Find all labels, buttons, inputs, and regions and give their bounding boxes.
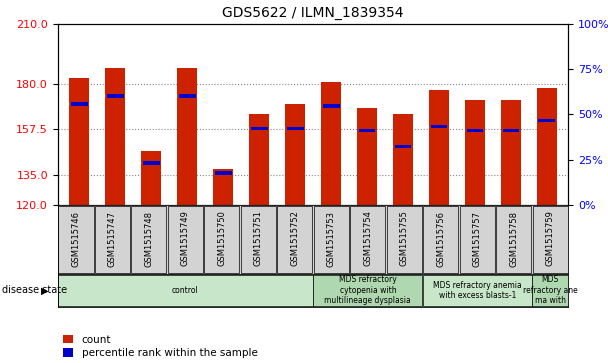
Text: ▶: ▶ (41, 285, 49, 295)
Text: MDS refractory anemia
with excess blasts-1: MDS refractory anemia with excess blasts… (433, 281, 522, 300)
Bar (168, 206, 203, 273)
Bar (539, 119, 555, 122)
Text: GSM1515757: GSM1515757 (473, 211, 482, 266)
Bar (533, 275, 568, 306)
Bar (430, 125, 447, 128)
Text: GSM1515749: GSM1515749 (181, 211, 190, 266)
Text: GSM1515758: GSM1515758 (510, 211, 518, 266)
Bar (107, 94, 123, 98)
Bar (314, 206, 349, 273)
Bar (105, 68, 125, 205)
Bar (131, 206, 167, 273)
Bar (250, 127, 268, 130)
Bar (285, 104, 305, 205)
Legend: count, percentile rank within the sample: count, percentile rank within the sample (63, 335, 258, 358)
Bar (465, 100, 485, 205)
Bar (204, 206, 240, 273)
Text: GSM1515751: GSM1515751 (254, 211, 263, 266)
Bar (249, 114, 269, 205)
Bar (314, 275, 422, 306)
Bar (323, 105, 339, 108)
Bar (215, 171, 232, 175)
Bar (95, 206, 130, 273)
Text: control: control (172, 286, 199, 295)
Text: MDS
refractory ane
ma with: MDS refractory ane ma with (523, 276, 578, 305)
Text: GSM1515759: GSM1515759 (546, 211, 554, 266)
Bar (496, 206, 531, 273)
Text: GSM1515755: GSM1515755 (400, 211, 409, 266)
Bar (423, 275, 531, 306)
Text: MDS refractory
cytopenia with
multilineage dysplasia: MDS refractory cytopenia with multilinea… (325, 276, 411, 305)
Bar (142, 151, 161, 205)
Bar (393, 114, 413, 205)
Bar (533, 206, 568, 273)
Bar (501, 100, 521, 205)
Bar (179, 94, 196, 98)
Bar (350, 206, 385, 273)
Text: GSM1515750: GSM1515750 (218, 211, 226, 266)
Bar (58, 275, 313, 306)
Bar (460, 206, 495, 273)
Bar (387, 206, 422, 273)
Bar (58, 206, 94, 273)
Bar (287, 127, 303, 130)
Text: GSM1515753: GSM1515753 (327, 211, 336, 266)
Text: GSM1515752: GSM1515752 (291, 211, 299, 266)
Text: GSM1515747: GSM1515747 (108, 211, 117, 266)
Bar (429, 90, 449, 205)
Bar (178, 68, 197, 205)
Text: GSM1515754: GSM1515754 (364, 211, 372, 266)
Bar (71, 102, 88, 106)
Text: GSM1515756: GSM1515756 (437, 211, 445, 266)
Bar (321, 82, 341, 205)
Text: GSM1515746: GSM1515746 (72, 211, 80, 266)
Bar (241, 206, 276, 273)
Text: GSM1515748: GSM1515748 (145, 211, 153, 266)
Text: disease state: disease state (2, 285, 67, 295)
Title: GDS5622 / ILMN_1839354: GDS5622 / ILMN_1839354 (223, 6, 404, 20)
Bar (466, 129, 483, 132)
Bar (503, 129, 519, 132)
Bar (143, 161, 160, 164)
Bar (213, 169, 233, 205)
Bar (423, 206, 458, 273)
Bar (357, 108, 377, 205)
Bar (359, 129, 376, 132)
Bar (277, 206, 313, 273)
Bar (395, 145, 412, 148)
Bar (537, 88, 557, 205)
Bar (69, 78, 89, 205)
